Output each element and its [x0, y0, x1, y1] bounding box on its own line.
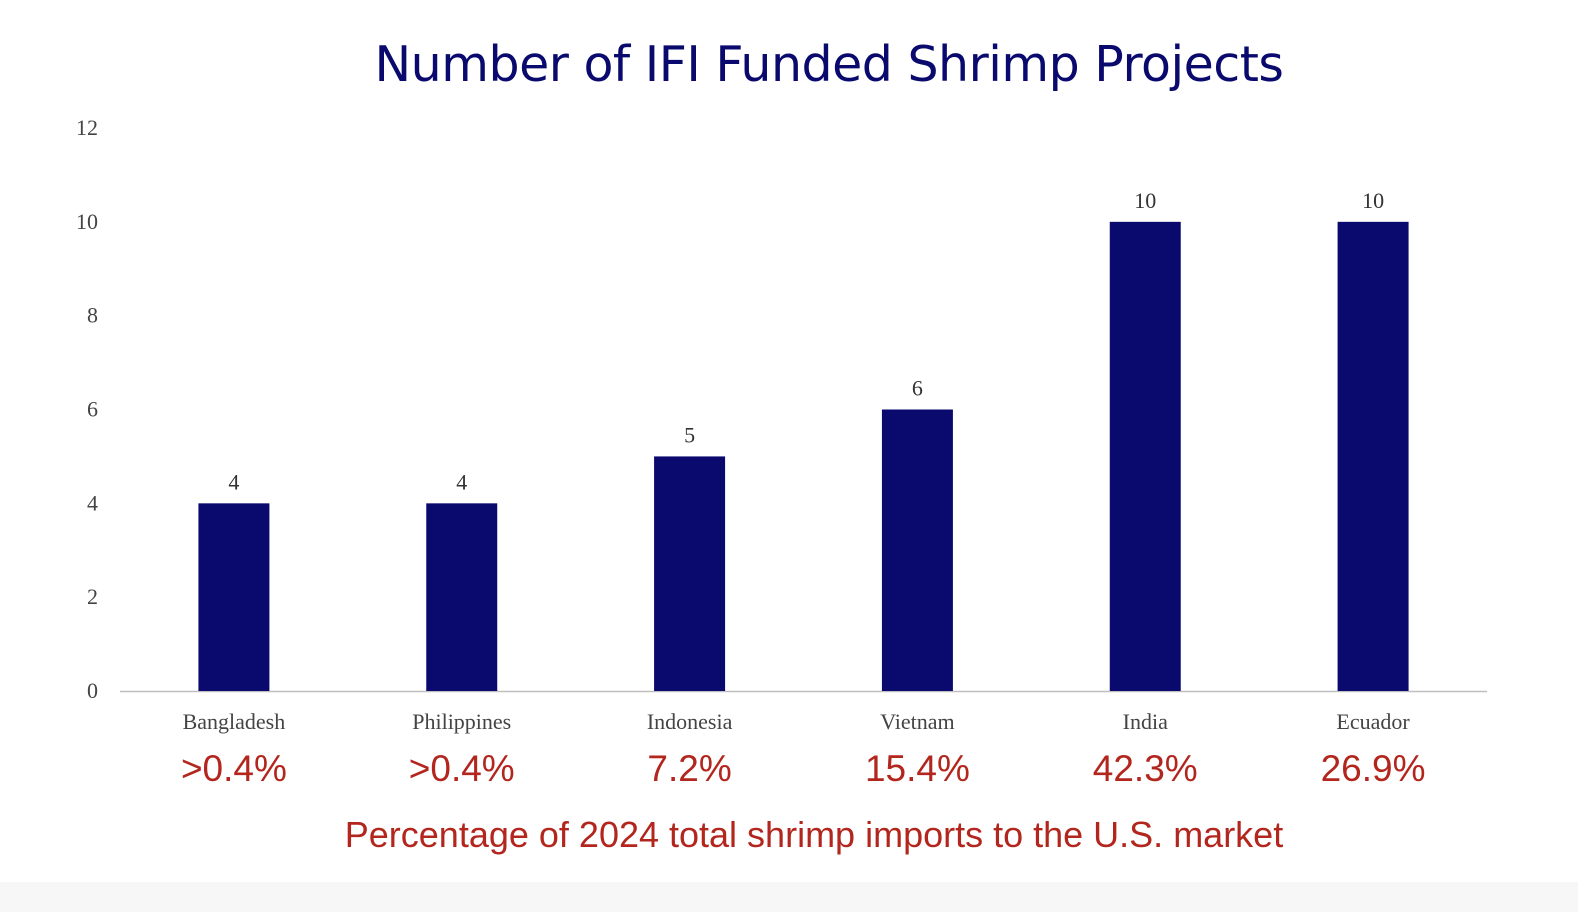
y-tick-label: 10	[76, 209, 98, 234]
y-tick-label: 4	[87, 490, 98, 515]
bar	[654, 456, 726, 691]
bar	[198, 503, 270, 691]
y-tick-label: 0	[87, 678, 98, 703]
import-share-label: 15.4%	[865, 748, 970, 789]
bar	[881, 409, 953, 691]
x-tick-label: Indonesia	[647, 709, 733, 734]
data-label: 10	[1134, 188, 1156, 213]
bar	[1109, 221, 1181, 692]
x-tick-label: India	[1123, 709, 1168, 734]
y-tick-label: 8	[87, 303, 98, 328]
data-label: 6	[912, 376, 923, 401]
import-share-label: 42.3%	[1093, 748, 1198, 789]
bar	[1337, 221, 1409, 692]
x-tick-label: Vietnam	[880, 709, 954, 734]
import-share-label: >0.4%	[409, 748, 515, 789]
data-label: 5	[684, 422, 695, 447]
bottom-band	[0, 882, 1578, 912]
x-tick-label: Philippines	[412, 709, 511, 734]
x-tick-label: Bangladesh	[183, 709, 286, 734]
data-label: 4	[228, 469, 239, 494]
bar	[426, 503, 498, 691]
y-tick-label: 12	[76, 115, 98, 140]
import-share-label: 26.9%	[1321, 748, 1426, 789]
import-share-label: 7.2%	[647, 748, 731, 789]
y-tick-label: 6	[87, 397, 98, 422]
import-share-label: >0.4%	[181, 748, 287, 789]
x-tick-label: Ecuador	[1336, 709, 1410, 734]
y-tick-label: 2	[87, 584, 98, 609]
data-label: 10	[1362, 188, 1384, 213]
chart-title: Number of IFI Funded Shrimp Projects	[374, 36, 1284, 93]
imports-footnote: Percentage of 2024 total shrimp imports …	[344, 814, 1284, 855]
data-label: 4	[456, 469, 467, 494]
